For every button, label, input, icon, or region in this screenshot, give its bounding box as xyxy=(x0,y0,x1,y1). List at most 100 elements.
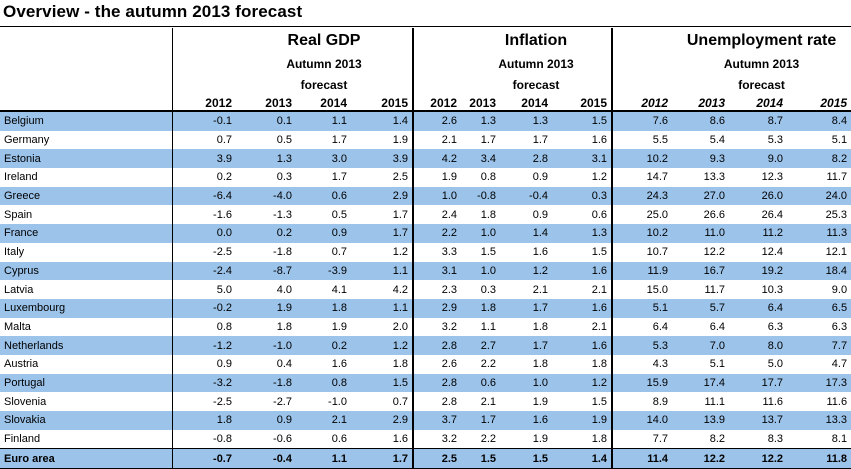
gdp-2012-cell: 3.9 xyxy=(171,149,236,169)
inf-2013-cell: 2.1 xyxy=(480,395,496,408)
inf-2015-cell: 1.6 xyxy=(552,336,613,355)
unemp-year-2015: 2015 xyxy=(787,96,851,112)
page-title: Overview - the autumn 2013 forecast xyxy=(3,2,303,21)
inf-2014-cell: 1.6 xyxy=(500,411,552,430)
gdp-2013-cell: -1.8 xyxy=(273,246,292,259)
unemp-2012-cell: 15.0 xyxy=(611,280,673,299)
table-row: Slovenia -2.5 -2.7 -1.0 0.7 2.8 2.1 1.9 1.5 8.9 11… xyxy=(0,392,851,411)
year-header-row: 2012 2013 2014 2015 2012 2013 2014 2015 … xyxy=(0,96,851,112)
country-cell: Germany xyxy=(4,134,50,147)
inf-2013-cell: 1.8 xyxy=(461,298,500,318)
gdp-2012-cell: 0.2 xyxy=(171,168,236,187)
country-cell: Portugal xyxy=(0,373,172,393)
gdp-2012-cell: -3.2 xyxy=(171,373,236,393)
gdp-year-2012: 2012 xyxy=(171,96,236,112)
unemp-2012-cell: 5.1 xyxy=(611,298,673,318)
inf-2014-cell: 2.8 xyxy=(500,149,552,169)
inf-2012-cell: 2.8 xyxy=(412,392,461,411)
inf-2012-cell: 3.2 xyxy=(412,317,461,337)
unemp-2014-cell: 11.6 xyxy=(762,395,784,408)
gdp-2014-cell: 3.0 xyxy=(296,149,351,169)
unemp-2014-cell: 12.4 xyxy=(761,246,784,259)
gdp-2015-cell: 1.2 xyxy=(351,336,413,355)
gdp-2014-cell: 1.9 xyxy=(331,320,347,333)
unemp-2012-cell: 10.2 xyxy=(611,224,673,243)
gdp-2013-cell: -1.3 xyxy=(273,208,292,221)
inf-2015-cell: 1.2 xyxy=(552,373,613,393)
unemp-2013-cell: 11.1 xyxy=(704,395,726,408)
inf-year-2015: 2015 xyxy=(552,96,613,112)
table-row: Belgium -0.1 0.1 1.1 1.4 2.6 1.3 1.3 1.5 7.6 8.6 8.… xyxy=(0,111,851,131)
gdp-2012-cell: -0.8 xyxy=(171,429,236,449)
gdp-2015-cell: 1.5 xyxy=(351,373,413,393)
gdp-2015-cell: 1.6 xyxy=(392,433,408,446)
unemp-2015-cell: 11.6 xyxy=(826,395,848,408)
unemp-2013-cell: 16.7 xyxy=(672,261,730,281)
unemp-2014-cell: 13.7 xyxy=(729,411,788,430)
inf-2015-cell: 1.6 xyxy=(591,134,608,147)
inf-2012-cell: 2.4 xyxy=(412,205,461,225)
table-row: Spain -1.6 -1.3 0.5 1.7 2.4 1.8 0.9 0.6 25.0 26.6 2… xyxy=(0,205,851,225)
gdp-2013-cell: 0.9 xyxy=(236,411,296,430)
inf-2012-cell: 3.7 xyxy=(412,411,461,430)
inf-2015-cell: 3.1 xyxy=(552,149,613,169)
gdp-2014-cell: 1.7 xyxy=(331,171,347,184)
country-cell: Spain xyxy=(4,208,33,221)
gdp-2015-cell: 1.7 xyxy=(351,448,413,469)
unemp-2015-cell: 17.3 xyxy=(787,373,851,393)
gdp-2015-cell: 2.0 xyxy=(392,320,408,333)
gdp-2013-cell: 0.4 xyxy=(276,358,292,371)
gdp-2014-cell: -1.0 xyxy=(328,395,347,408)
inf-2015-cell: 1.5 xyxy=(552,111,613,131)
gdp-2014-cell: 0.9 xyxy=(296,224,351,243)
gdp-2012-cell: -2.5 xyxy=(171,392,236,411)
unemp-2013-cell: 11.0 xyxy=(672,224,730,243)
gdp-2012-cell: -0.1 xyxy=(171,111,236,131)
table-row: Greece -6.4 -4.0 0.6 2.9 1.0 -0.8 -0.4 0.3 24.3 27… xyxy=(0,186,851,206)
table-row: Slovakia 1.8 0.9 2.1 2.9 3.7 1.7 1.6 1.9 14.0 13.9… xyxy=(0,411,851,430)
country-cell: Euro area xyxy=(0,448,172,469)
unemp-2013-cell: 13.9 xyxy=(672,411,730,430)
gdp-2013-cell: -0.4 xyxy=(236,448,296,469)
inf-2012-cell: 4.2 xyxy=(412,149,461,169)
country-cell: Luxembourg xyxy=(0,298,172,318)
inf-2012-cell: 2.8 xyxy=(412,373,461,393)
inf-2014-cell: 1.7 xyxy=(500,298,552,318)
unemp-2015-cell: 7.7 xyxy=(787,336,851,355)
table-row: Netherlands -1.2 -1.0 0.2 1.2 2.8 2.7 1.7 1.6 5.3… xyxy=(0,336,851,355)
unemp-2015-cell: 18.4 xyxy=(787,261,851,281)
gdp-2012-cell: -1.6 xyxy=(171,205,236,225)
gdp-2013-cell: -2.7 xyxy=(273,395,292,408)
table-row: Germany 0.7 0.5 1.7 1.9 2.1 1.7 1.7 1.6 5.5 5.4 5.3… xyxy=(0,130,851,150)
inf-2012-cell: 2.1 xyxy=(412,130,461,150)
gdp-2015-cell: 1.7 xyxy=(392,208,408,221)
gdp-2014-cell: 0.7 xyxy=(331,246,347,259)
unemp-2014-cell: 12.2 xyxy=(729,448,788,469)
table-row: Malta 0.8 1.8 1.9 2.0 3.2 1.1 1.8 2.1 6.4 6.4 6.3 6.… xyxy=(0,317,851,337)
group-header-row: Real GDP Inflation Unemployment rate xyxy=(0,28,851,54)
unemp-2014-cell: 17.7 xyxy=(729,373,788,393)
unemp-2015-cell: 8.2 xyxy=(787,149,851,169)
country-cell: Austria xyxy=(4,358,39,371)
unemp-2013-cell: 9.3 xyxy=(672,149,730,169)
gdp-sub2: forecast xyxy=(300,78,348,92)
inf-2012-cell: 3.2 xyxy=(412,429,461,449)
inf-2014-cell: 1.8 xyxy=(532,358,548,371)
gdp-2013-cell: -1.8 xyxy=(236,373,296,393)
gdp-year-2013: 2013 xyxy=(236,96,296,112)
gdp-2013-cell: -0.6 xyxy=(273,433,292,446)
inf-2012-cell: 2.3 xyxy=(412,280,461,299)
unemp-2015-cell: 4.7 xyxy=(831,358,848,371)
gdp-2012-cell: -2.5 xyxy=(171,242,236,262)
country-cell: France xyxy=(0,224,172,243)
country-cell: Finland xyxy=(4,433,41,446)
table-row: Latvia 5.0 4.0 4.1 4.2 2.3 0.3 2.1 2.1 15.0 11.7 10… xyxy=(0,280,851,299)
gdp-2013-cell: 0.5 xyxy=(276,134,292,147)
gdp-2014-cell: 1.1 xyxy=(296,448,351,469)
gdp-2014-cell: -3.9 xyxy=(296,261,351,281)
country-cell: Netherlands xyxy=(0,336,172,355)
unemp-2013-cell: 13.3 xyxy=(703,171,726,184)
unemp-2013-cell: 12.2 xyxy=(672,448,730,469)
inf-2014-cell: 1.8 xyxy=(532,320,548,333)
inf-2015-cell: 0.3 xyxy=(552,186,613,206)
